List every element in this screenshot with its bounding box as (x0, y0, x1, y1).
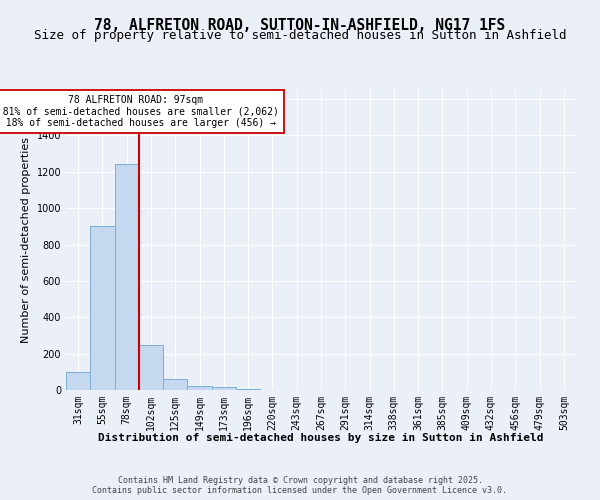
Bar (212, 388, 236, 390)
Bar (90, 226, 115, 390)
Bar (66, 372, 90, 390)
Y-axis label: Number of semi-detached properties: Number of semi-detached properties (21, 137, 31, 343)
Text: Contains HM Land Registry data © Crown copyright and database right 2025.
Contai: Contains HM Land Registry data © Crown c… (92, 476, 508, 495)
Bar (163, 379, 187, 390)
Text: Size of property relative to semi-detached houses in Sutton in Ashfield: Size of property relative to semi-detach… (34, 28, 566, 42)
Text: 78 ALFRETON ROAD: 97sqm
← 81% of semi-detached houses are smaller (2,062)
  18% : 78 ALFRETON ROAD: 97sqm ← 81% of semi-de… (0, 95, 279, 128)
Text: 78, ALFRETON ROAD, SUTTON-IN-ASHFIELD, NG17 1FS: 78, ALFRETON ROAD, SUTTON-IN-ASHFIELD, N… (94, 18, 506, 32)
Bar (139, 346, 163, 390)
Bar (236, 389, 260, 390)
Bar (115, 164, 139, 390)
Bar (187, 386, 212, 390)
Text: Distribution of semi-detached houses by size in Sutton in Ashfield: Distribution of semi-detached houses by … (98, 432, 544, 442)
